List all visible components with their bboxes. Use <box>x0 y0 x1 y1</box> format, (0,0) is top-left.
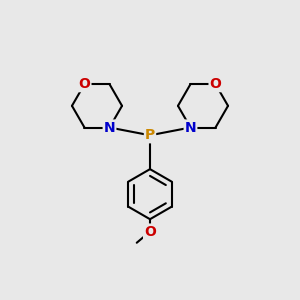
Text: N: N <box>104 121 115 134</box>
Text: O: O <box>210 77 221 91</box>
Text: P: P <box>145 128 155 142</box>
Text: O: O <box>144 225 156 238</box>
Text: N: N <box>185 121 196 134</box>
Text: O: O <box>79 77 90 91</box>
